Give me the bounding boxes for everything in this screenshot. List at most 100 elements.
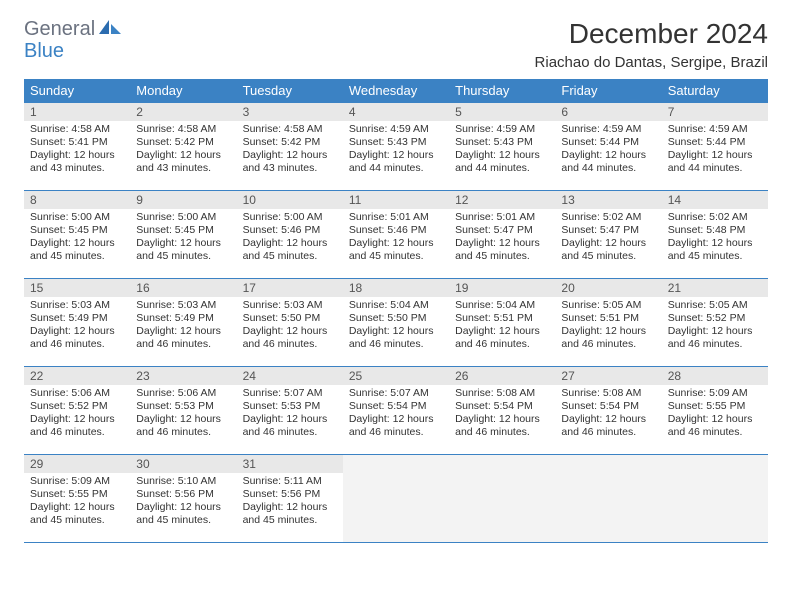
day-details: Sunrise: 5:08 AMSunset: 5:54 PMDaylight:… [555, 385, 661, 444]
day-details: Sunrise: 5:00 AMSunset: 5:46 PMDaylight:… [237, 209, 343, 268]
calendar-cell: 27Sunrise: 5:08 AMSunset: 5:54 PMDayligh… [555, 367, 661, 455]
calendar-cell: 6Sunrise: 4:59 AMSunset: 5:44 PMDaylight… [555, 103, 661, 191]
calendar-row: 1Sunrise: 4:58 AMSunset: 5:41 PMDaylight… [24, 103, 768, 191]
calendar-cell [449, 455, 555, 543]
day-number: 21 [662, 279, 768, 297]
calendar-cell: 12Sunrise: 5:01 AMSunset: 5:47 PMDayligh… [449, 191, 555, 279]
calendar-cell: 17Sunrise: 5:03 AMSunset: 5:50 PMDayligh… [237, 279, 343, 367]
day-details: Sunrise: 5:06 AMSunset: 5:53 PMDaylight:… [130, 385, 236, 444]
day-header: Monday [130, 79, 236, 103]
calendar-cell: 26Sunrise: 5:08 AMSunset: 5:54 PMDayligh… [449, 367, 555, 455]
logo-sail-icon [99, 18, 121, 41]
day-number: 15 [24, 279, 130, 297]
calendar-row: 22Sunrise: 5:06 AMSunset: 5:52 PMDayligh… [24, 367, 768, 455]
day-number: 19 [449, 279, 555, 297]
day-details: Sunrise: 4:59 AMSunset: 5:44 PMDaylight:… [662, 121, 768, 180]
calendar-cell: 20Sunrise: 5:05 AMSunset: 5:51 PMDayligh… [555, 279, 661, 367]
day-number: 16 [130, 279, 236, 297]
day-number: 7 [662, 103, 768, 121]
day-details: Sunrise: 5:04 AMSunset: 5:51 PMDaylight:… [449, 297, 555, 356]
calendar-cell: 22Sunrise: 5:06 AMSunset: 5:52 PMDayligh… [24, 367, 130, 455]
calendar-cell: 9Sunrise: 5:00 AMSunset: 5:45 PMDaylight… [130, 191, 236, 279]
day-details: Sunrise: 5:07 AMSunset: 5:54 PMDaylight:… [343, 385, 449, 444]
day-number: 30 [130, 455, 236, 473]
calendar-cell: 2Sunrise: 4:58 AMSunset: 5:42 PMDaylight… [130, 103, 236, 191]
calendar-cell: 31Sunrise: 5:11 AMSunset: 5:56 PMDayligh… [237, 455, 343, 543]
day-number: 2 [130, 103, 236, 121]
logo-text-blue: Blue [24, 40, 64, 62]
day-number: 29 [24, 455, 130, 473]
day-header: Tuesday [237, 79, 343, 103]
calendar-cell: 4Sunrise: 4:59 AMSunset: 5:43 PMDaylight… [343, 103, 449, 191]
calendar-cell: 7Sunrise: 4:59 AMSunset: 5:44 PMDaylight… [662, 103, 768, 191]
logo-blue-row: Blue [24, 40, 64, 63]
calendar-cell: 25Sunrise: 5:07 AMSunset: 5:54 PMDayligh… [343, 367, 449, 455]
calendar-cell [343, 455, 449, 543]
title-block: December 2024 Riachao do Dantas, Sergipe… [535, 18, 768, 71]
day-details: Sunrise: 5:08 AMSunset: 5:54 PMDaylight:… [449, 385, 555, 444]
day-details: Sunrise: 5:00 AMSunset: 5:45 PMDaylight:… [130, 209, 236, 268]
day-number: 1 [24, 103, 130, 121]
calendar-cell: 13Sunrise: 5:02 AMSunset: 5:47 PMDayligh… [555, 191, 661, 279]
day-details: Sunrise: 5:03 AMSunset: 5:49 PMDaylight:… [130, 297, 236, 356]
calendar-cell: 14Sunrise: 5:02 AMSunset: 5:48 PMDayligh… [662, 191, 768, 279]
day-details: Sunrise: 5:02 AMSunset: 5:47 PMDaylight:… [555, 209, 661, 268]
day-details: Sunrise: 4:58 AMSunset: 5:42 PMDaylight:… [237, 121, 343, 180]
calendar-cell: 28Sunrise: 5:09 AMSunset: 5:55 PMDayligh… [662, 367, 768, 455]
day-number: 24 [237, 367, 343, 385]
day-number: 12 [449, 191, 555, 209]
calendar-cell: 16Sunrise: 5:03 AMSunset: 5:49 PMDayligh… [130, 279, 236, 367]
day-details: Sunrise: 5:01 AMSunset: 5:46 PMDaylight:… [343, 209, 449, 268]
day-number: 6 [555, 103, 661, 121]
day-details: Sunrise: 5:02 AMSunset: 5:48 PMDaylight:… [662, 209, 768, 268]
calendar-cell: 8Sunrise: 5:00 AMSunset: 5:45 PMDaylight… [24, 191, 130, 279]
calendar-cell: 1Sunrise: 4:58 AMSunset: 5:41 PMDaylight… [24, 103, 130, 191]
day-number: 9 [130, 191, 236, 209]
day-number: 11 [343, 191, 449, 209]
day-number: 26 [449, 367, 555, 385]
calendar-cell: 10Sunrise: 5:00 AMSunset: 5:46 PMDayligh… [237, 191, 343, 279]
header: General December 2024 Riachao do Dantas,… [24, 18, 768, 71]
day-number: 4 [343, 103, 449, 121]
day-number: 17 [237, 279, 343, 297]
day-number: 22 [24, 367, 130, 385]
calendar-row: 29Sunrise: 5:09 AMSunset: 5:55 PMDayligh… [24, 455, 768, 543]
day-details: Sunrise: 5:09 AMSunset: 5:55 PMDaylight:… [24, 473, 130, 532]
day-number: 13 [555, 191, 661, 209]
day-number: 31 [237, 455, 343, 473]
day-details: Sunrise: 4:59 AMSunset: 5:43 PMDaylight:… [343, 121, 449, 180]
logo-text-general: General [24, 18, 95, 41]
day-details: Sunrise: 5:01 AMSunset: 5:47 PMDaylight:… [449, 209, 555, 268]
day-number: 23 [130, 367, 236, 385]
day-number: 3 [237, 103, 343, 121]
day-header: Thursday [449, 79, 555, 103]
calendar-cell: 30Sunrise: 5:10 AMSunset: 5:56 PMDayligh… [130, 455, 236, 543]
day-details: Sunrise: 4:58 AMSunset: 5:41 PMDaylight:… [24, 121, 130, 180]
day-number: 27 [555, 367, 661, 385]
day-details: Sunrise: 5:09 AMSunset: 5:55 PMDaylight:… [662, 385, 768, 444]
day-header: Friday [555, 79, 661, 103]
day-details: Sunrise: 5:11 AMSunset: 5:56 PMDaylight:… [237, 473, 343, 532]
calendar-cell: 24Sunrise: 5:07 AMSunset: 5:53 PMDayligh… [237, 367, 343, 455]
location-text: Riachao do Dantas, Sergipe, Brazil [535, 54, 768, 71]
day-details: Sunrise: 5:00 AMSunset: 5:45 PMDaylight:… [24, 209, 130, 268]
calendar-cell: 29Sunrise: 5:09 AMSunset: 5:55 PMDayligh… [24, 455, 130, 543]
calendar-cell [662, 455, 768, 543]
day-number: 28 [662, 367, 768, 385]
day-number: 18 [343, 279, 449, 297]
day-details: Sunrise: 4:58 AMSunset: 5:42 PMDaylight:… [130, 121, 236, 180]
day-details: Sunrise: 5:10 AMSunset: 5:56 PMDaylight:… [130, 473, 236, 532]
day-details: Sunrise: 5:03 AMSunset: 5:49 PMDaylight:… [24, 297, 130, 356]
day-header: Sunday [24, 79, 130, 103]
day-header: Saturday [662, 79, 768, 103]
calendar-cell: 3Sunrise: 4:58 AMSunset: 5:42 PMDaylight… [237, 103, 343, 191]
day-number: 20 [555, 279, 661, 297]
calendar-table: SundayMondayTuesdayWednesdayThursdayFrid… [24, 79, 768, 543]
day-details: Sunrise: 5:04 AMSunset: 5:50 PMDaylight:… [343, 297, 449, 356]
day-details: Sunrise: 5:05 AMSunset: 5:51 PMDaylight:… [555, 297, 661, 356]
day-details: Sunrise: 4:59 AMSunset: 5:44 PMDaylight:… [555, 121, 661, 180]
day-details: Sunrise: 5:03 AMSunset: 5:50 PMDaylight:… [237, 297, 343, 356]
calendar-cell: 21Sunrise: 5:05 AMSunset: 5:52 PMDayligh… [662, 279, 768, 367]
calendar-row: 8Sunrise: 5:00 AMSunset: 5:45 PMDaylight… [24, 191, 768, 279]
calendar-row: 15Sunrise: 5:03 AMSunset: 5:49 PMDayligh… [24, 279, 768, 367]
